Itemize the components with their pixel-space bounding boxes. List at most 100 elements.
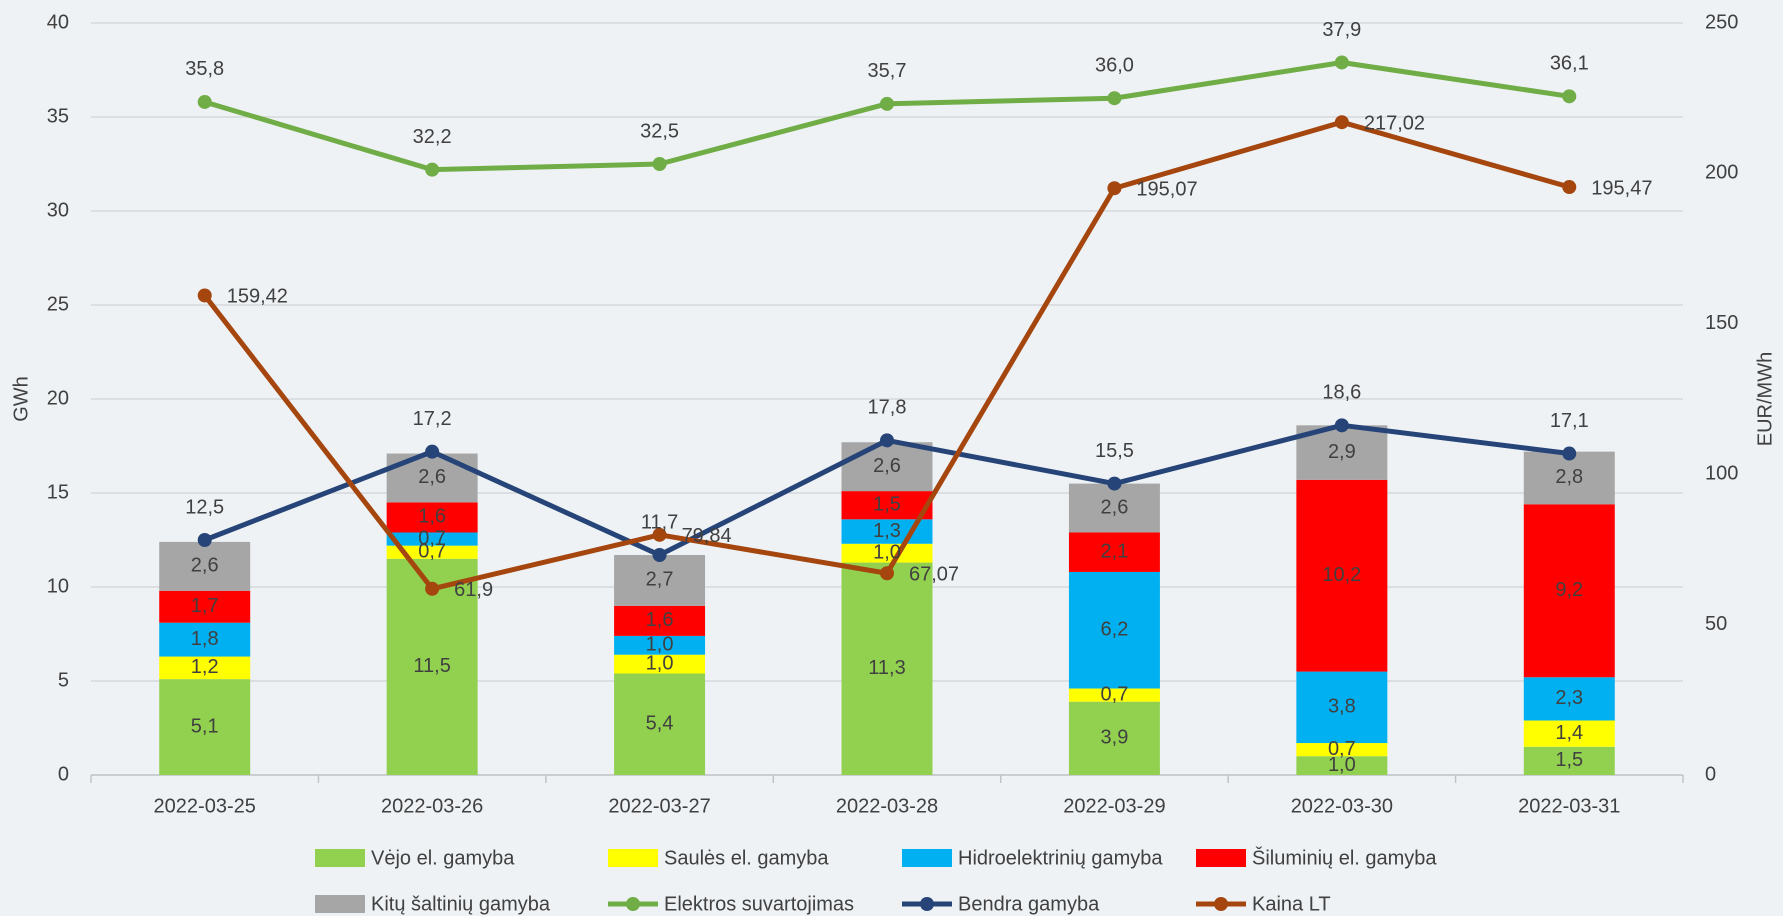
legend-marker	[626, 897, 640, 911]
x-tick-label: 2022-03-31	[1518, 795, 1620, 817]
line-marker	[197, 533, 212, 547]
bar-label: 2,6	[1101, 496, 1129, 518]
bar-label: 2,8	[1555, 466, 1583, 488]
bar-label: 2,6	[873, 455, 901, 477]
bar-segment	[1296, 743, 1388, 757]
bar-label: 1,5	[1555, 749, 1583, 771]
line-label: 36,1	[1550, 53, 1589, 75]
y-tick-label: 35	[47, 105, 69, 127]
line-label: 15,5	[1095, 440, 1134, 462]
bar-label: 1,2	[191, 656, 219, 678]
legend-swatch	[315, 849, 365, 867]
bar-label: 0,7	[1328, 738, 1356, 760]
bar-label: 1,0	[1328, 754, 1356, 776]
bar-label: 2,1	[1101, 541, 1129, 563]
line-marker	[1334, 418, 1349, 433]
bar-label: 1,4	[1555, 722, 1583, 744]
line-marker	[425, 444, 440, 459]
bar-segment	[1068, 483, 1160, 533]
line-label: 35,8	[185, 58, 224, 80]
line-label: 67,07	[909, 564, 959, 586]
bar-segment	[1523, 677, 1615, 721]
x-tick-label: 2022-03-26	[381, 795, 483, 817]
bar-segment	[841, 562, 933, 775]
bar-label: 5,4	[646, 713, 674, 735]
bar-label: 1,7	[191, 595, 219, 617]
bar-segment	[614, 673, 706, 775]
line-marker	[880, 433, 894, 448]
bar-segment	[1523, 504, 1615, 678]
bar-segment	[1523, 720, 1615, 747]
bar-segment	[386, 532, 478, 546]
bar-label: 1,0	[873, 541, 901, 563]
y2-tick-label: 100	[1705, 462, 1738, 484]
line-marker	[652, 548, 667, 563]
line-marker	[1562, 89, 1577, 104]
line-label: 17,8	[868, 397, 907, 419]
bar-label: 3,8	[1328, 696, 1356, 718]
line-marker	[1334, 115, 1349, 130]
bar-label: 1,5	[873, 494, 901, 516]
line-label: 61,9	[454, 579, 493, 601]
bar-label: 2,6	[418, 466, 446, 488]
legend-marker	[920, 897, 934, 911]
bar-label: 1,8	[191, 628, 219, 650]
bar-segment	[159, 656, 251, 680]
line-marker	[1107, 91, 1122, 106]
bar-segment	[159, 622, 251, 657]
y2-tick-label: 250	[1705, 11, 1738, 33]
legend-swatch	[608, 849, 658, 867]
bar-label: 11,3	[868, 657, 905, 679]
line-label: 195,07	[1136, 179, 1197, 201]
line-label: 35,7	[868, 60, 907, 82]
bar-segment	[614, 654, 706, 674]
bar-label: 2,3	[1555, 687, 1583, 709]
line-marker	[652, 157, 667, 171]
y2-tick-label: 50	[1705, 613, 1727, 635]
y-tick-label: 15	[47, 481, 69, 503]
bar-segment	[1068, 532, 1160, 572]
line-label: 17,1	[1550, 410, 1589, 432]
bar-label: 1,6	[418, 506, 446, 528]
legend-marker	[1214, 897, 1228, 911]
y-axis-title: GWh	[10, 376, 32, 422]
bar-label: 0,7	[418, 541, 446, 563]
line-label: 217,02	[1364, 112, 1425, 134]
legend-label: Vėjo el. gamyba	[371, 847, 515, 869]
bar-segment	[1296, 479, 1388, 672]
legend-label: Šiluminių el. gamyba	[1252, 846, 1437, 869]
line-label: 32,5	[640, 120, 679, 142]
bar-segment	[386, 502, 478, 533]
bar-label: 2,6	[191, 555, 219, 577]
y2-tick-label: 200	[1705, 162, 1738, 184]
bar-segment	[614, 605, 706, 636]
bar-label: 10,2	[1322, 564, 1361, 586]
line-marker	[652, 527, 667, 542]
line-label: 18,6	[1322, 382, 1361, 404]
bar-segment	[614, 635, 706, 655]
line-label: 37,9	[1322, 19, 1361, 41]
line-marker	[425, 581, 440, 596]
y-tick-label: 0	[58, 763, 69, 785]
bar-label: 2,7	[646, 569, 674, 591]
bar-segment	[159, 541, 251, 591]
bar-label: 1,6	[646, 609, 674, 631]
x-tick-label: 2022-03-28	[836, 795, 938, 817]
x-tick-label: 2022-03-27	[608, 795, 710, 817]
y-tick-label: 20	[47, 387, 69, 409]
x-tick-label: 2022-03-25	[154, 795, 256, 817]
legend-label: Saulės el. gamyba	[664, 847, 829, 869]
bar-segment	[841, 491, 933, 520]
y2-tick-label: 150	[1705, 312, 1738, 334]
y-tick-label: 5	[58, 669, 69, 691]
legend-label: Hidroelektrinių gamyba	[958, 847, 1163, 869]
line-marker	[1562, 180, 1577, 195]
bar-segment	[1296, 671, 1388, 744]
y-tick-label: 30	[47, 199, 69, 221]
bar-label: 1,0	[646, 652, 674, 674]
line-label: 32,2	[413, 126, 452, 148]
bar-segment	[841, 543, 933, 563]
bar-label: 1,3	[873, 520, 901, 542]
bar-label: 0,7	[1101, 683, 1129, 705]
line-label: 159,42	[227, 286, 288, 308]
